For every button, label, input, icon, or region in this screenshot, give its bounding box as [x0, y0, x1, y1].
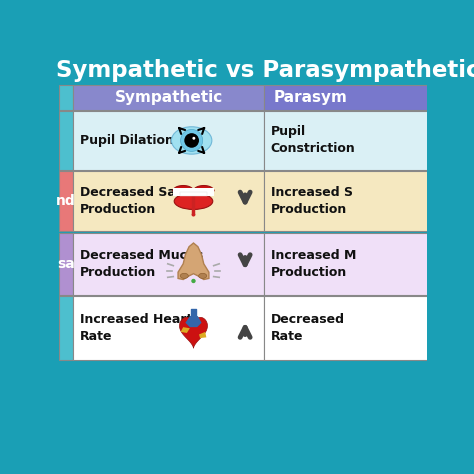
Text: Increased S
Production: Increased S Production: [271, 186, 353, 216]
Ellipse shape: [180, 273, 188, 278]
FancyBboxPatch shape: [59, 57, 474, 83]
FancyBboxPatch shape: [73, 85, 264, 110]
FancyBboxPatch shape: [73, 233, 264, 295]
Text: Decreased Mucus
Production: Decreased Mucus Production: [80, 249, 203, 279]
FancyBboxPatch shape: [73, 171, 264, 231]
FancyBboxPatch shape: [180, 192, 208, 196]
FancyBboxPatch shape: [73, 111, 264, 170]
Text: Sympathetic vs Parasympathetic: Sympathetic vs Parasympathetic: [55, 58, 474, 82]
Text: Pupil Dilation: Pupil Dilation: [80, 134, 173, 147]
FancyBboxPatch shape: [59, 233, 73, 295]
FancyBboxPatch shape: [173, 189, 214, 196]
FancyBboxPatch shape: [264, 296, 466, 360]
Circle shape: [192, 137, 195, 140]
FancyBboxPatch shape: [59, 171, 73, 231]
FancyBboxPatch shape: [264, 85, 429, 110]
Polygon shape: [173, 185, 214, 193]
FancyBboxPatch shape: [59, 111, 73, 170]
Text: nd: nd: [56, 194, 76, 208]
Text: Pupil
Constriction: Pupil Constriction: [271, 126, 356, 155]
Text: Increased Heart
Rate: Increased Heart Rate: [80, 313, 192, 343]
Text: Decreased Saliva
Production: Decreased Saliva Production: [80, 186, 201, 216]
FancyBboxPatch shape: [264, 233, 466, 295]
Text: Increased M
Production: Increased M Production: [271, 249, 356, 279]
Polygon shape: [178, 243, 209, 280]
Text: Parasym: Parasym: [273, 90, 347, 105]
Circle shape: [184, 133, 199, 148]
FancyBboxPatch shape: [73, 296, 264, 360]
Circle shape: [191, 279, 196, 283]
Text: Sympathetic: Sympathetic: [115, 90, 223, 105]
FancyBboxPatch shape: [59, 296, 73, 360]
Circle shape: [181, 129, 203, 151]
Ellipse shape: [172, 127, 212, 154]
Polygon shape: [199, 332, 206, 338]
FancyBboxPatch shape: [264, 171, 466, 231]
Text: Decreased
Rate: Decreased Rate: [271, 313, 345, 343]
Polygon shape: [180, 318, 208, 348]
Circle shape: [191, 213, 195, 217]
Polygon shape: [181, 327, 190, 333]
Polygon shape: [185, 315, 201, 327]
Ellipse shape: [199, 273, 207, 278]
Ellipse shape: [174, 193, 213, 210]
FancyBboxPatch shape: [264, 111, 466, 170]
Text: sa: sa: [57, 257, 75, 271]
FancyBboxPatch shape: [59, 85, 73, 110]
